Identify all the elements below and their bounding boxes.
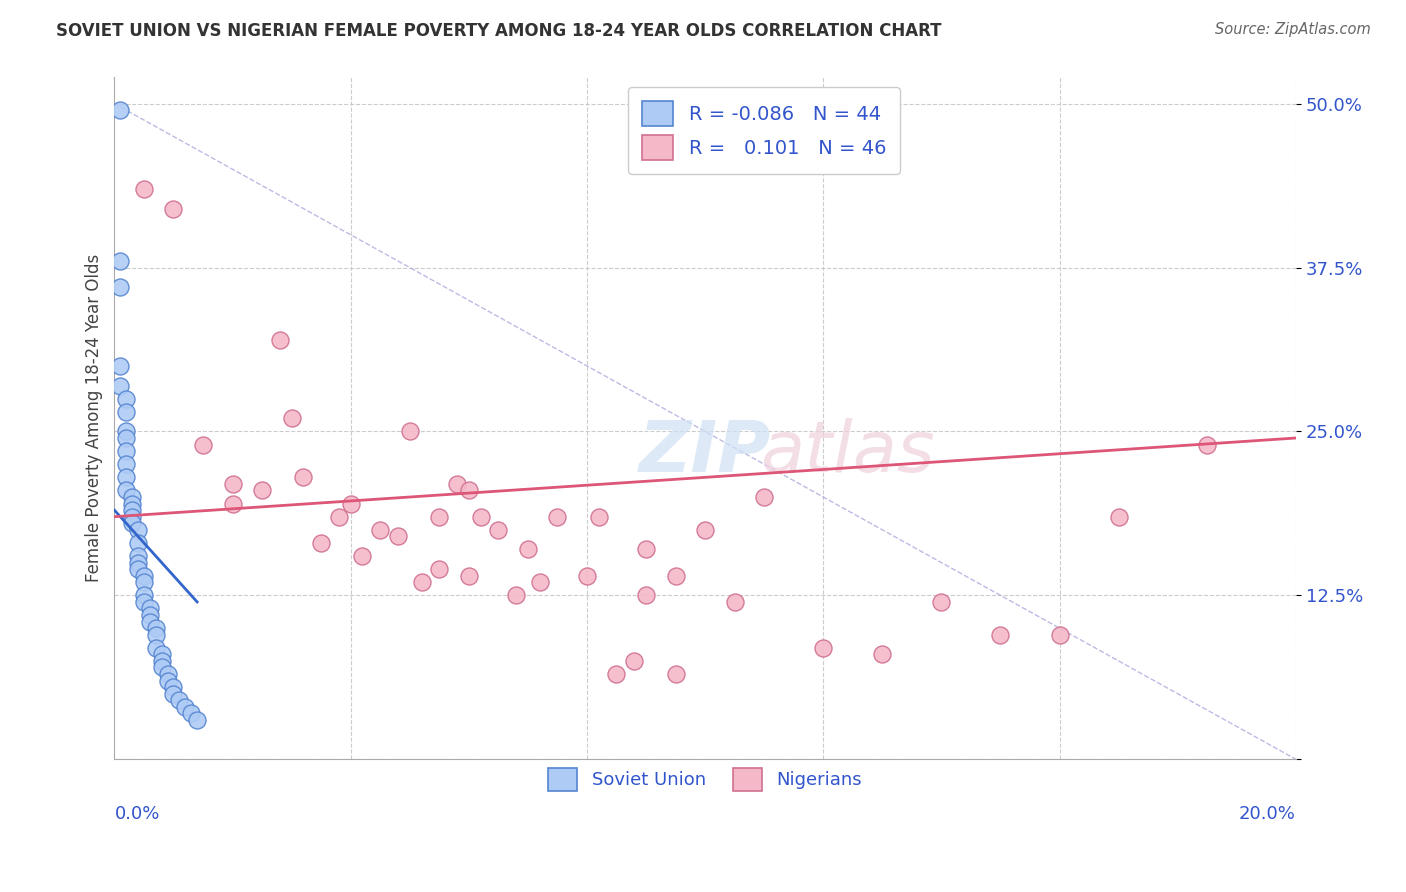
Point — [121, 516, 143, 531]
Point — [127, 556, 149, 570]
Legend: Soviet Union, Nigerians: Soviet Union, Nigerians — [541, 760, 869, 798]
Point — [634, 542, 657, 557]
Point — [280, 411, 302, 425]
Point — [145, 621, 167, 635]
Point — [110, 359, 132, 373]
Point — [990, 628, 1012, 642]
Point — [1197, 437, 1219, 451]
Point — [115, 405, 138, 419]
Point — [387, 529, 409, 543]
Point — [127, 549, 149, 563]
Point — [139, 601, 162, 615]
Point — [754, 490, 776, 504]
Point — [156, 667, 179, 681]
Point — [723, 595, 745, 609]
Point — [115, 483, 138, 498]
Point — [309, 536, 332, 550]
Point — [1108, 509, 1130, 524]
Point — [411, 575, 433, 590]
Point — [470, 509, 492, 524]
Text: SOVIET UNION VS NIGERIAN FEMALE POVERTY AMONG 18-24 YEAR OLDS CORRELATION CHART: SOVIET UNION VS NIGERIAN FEMALE POVERTY … — [56, 22, 942, 40]
Y-axis label: Female Poverty Among 18-24 Year Olds: Female Poverty Among 18-24 Year Olds — [86, 254, 103, 582]
Point — [127, 536, 149, 550]
Point — [427, 562, 450, 576]
Point — [132, 588, 155, 602]
Point — [575, 568, 598, 582]
Point — [180, 706, 202, 721]
Point — [931, 595, 953, 609]
Point — [121, 509, 143, 524]
Point — [115, 392, 138, 406]
Point — [664, 667, 686, 681]
Point — [186, 713, 208, 727]
Point — [352, 549, 374, 563]
Point — [174, 699, 197, 714]
Point — [813, 640, 835, 655]
Point — [368, 523, 391, 537]
Point — [132, 595, 155, 609]
Point — [150, 654, 173, 668]
Text: ZIP: ZIP — [638, 418, 772, 487]
Point — [150, 648, 173, 662]
Point — [457, 483, 479, 498]
Point — [486, 523, 509, 537]
Point — [110, 254, 132, 268]
Point — [398, 425, 420, 439]
Text: atlas: atlas — [759, 418, 934, 487]
Point — [156, 673, 179, 688]
Point — [328, 509, 350, 524]
Point — [221, 497, 243, 511]
Point — [115, 470, 138, 484]
Point — [127, 562, 149, 576]
Point — [269, 333, 291, 347]
Point — [1049, 628, 1071, 642]
Point — [150, 660, 173, 674]
Point — [634, 588, 657, 602]
Point — [588, 509, 610, 524]
Point — [169, 693, 191, 707]
Point — [162, 680, 184, 694]
Point — [191, 437, 214, 451]
Point — [110, 378, 132, 392]
Text: Source: ZipAtlas.com: Source: ZipAtlas.com — [1215, 22, 1371, 37]
Point — [505, 588, 527, 602]
Text: 20.0%: 20.0% — [1239, 805, 1296, 823]
Point — [110, 103, 132, 118]
Point — [115, 457, 138, 471]
Point — [221, 476, 243, 491]
Point — [121, 490, 143, 504]
Point — [115, 431, 138, 445]
Point — [693, 523, 716, 537]
Text: 0.0%: 0.0% — [114, 805, 160, 823]
Point — [145, 640, 167, 655]
Point — [457, 568, 479, 582]
Point — [110, 280, 132, 294]
Point — [162, 687, 184, 701]
Point — [132, 568, 155, 582]
Point — [115, 425, 138, 439]
Point — [139, 615, 162, 629]
Point — [664, 568, 686, 582]
Point — [132, 182, 155, 196]
Point — [121, 503, 143, 517]
Point — [250, 483, 273, 498]
Point — [623, 654, 645, 668]
Point — [446, 476, 468, 491]
Point — [292, 470, 315, 484]
Point — [427, 509, 450, 524]
Point — [121, 497, 143, 511]
Point — [132, 575, 155, 590]
Point — [127, 523, 149, 537]
Point — [872, 648, 894, 662]
Point — [605, 667, 627, 681]
Point — [546, 509, 568, 524]
Point — [145, 628, 167, 642]
Point — [162, 202, 184, 216]
Point — [139, 607, 162, 622]
Point — [339, 497, 361, 511]
Point — [529, 575, 551, 590]
Point — [516, 542, 538, 557]
Point — [115, 444, 138, 458]
